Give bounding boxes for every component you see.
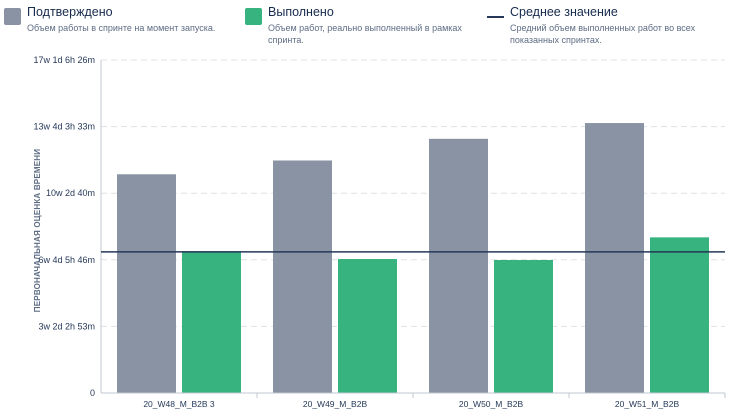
y-tick-label: 13w 4d 3h 33m (33, 122, 95, 132)
bar-done (182, 251, 241, 393)
bar-done (338, 259, 397, 393)
legend-swatch-done (245, 8, 262, 25)
legend-desc-confirmed: Объем работы в спринте на момент запуска… (27, 23, 216, 33)
y-tick-label: 0 (90, 388, 95, 398)
x-tick-label: 20_W48_M_B2B 3 (143, 399, 215, 409)
legend-title-average: Среднее значение (510, 5, 618, 19)
y-tick-label: 17w 1d 6h 26m (33, 55, 95, 65)
legend: Подтверждено Объем работы в спринте на м… (0, 0, 730, 48)
y-tick-label: 3w 2d 2h 53m (38, 321, 95, 331)
legend-title-confirmed: Подтверждено (27, 5, 113, 19)
x-tick-label: 20_W50_M_B2B (459, 399, 524, 409)
y-tick-label: 10w 2d 40m (46, 188, 95, 198)
bar-confirmed (117, 174, 176, 393)
legend-title-done: Выполнено (268, 5, 334, 19)
x-tick-label: 20_W49_M_B2B (303, 399, 368, 409)
x-tick-label: 20_W51_M_B2B (615, 399, 680, 409)
legend-desc-done: Объем работ, реально выполненный в рамка… (268, 23, 462, 45)
bar-done (650, 237, 709, 393)
legend-swatch-average (487, 16, 504, 18)
y-tick-label: 6w 4d 5h 46m (38, 255, 95, 265)
legend-desc-average: Средний объем выполненных работ во всех … (510, 23, 696, 45)
legend-swatch-confirmed (4, 8, 21, 25)
bar-confirmed (585, 123, 644, 393)
bar-confirmed (273, 160, 332, 393)
y-axis-title: ПЕРВОНАЧАЛЬНАЯ ОЦЕНКА ВРЕМЕНИ (33, 149, 42, 312)
bar-done (494, 259, 553, 393)
bar-confirmed (429, 138, 488, 393)
